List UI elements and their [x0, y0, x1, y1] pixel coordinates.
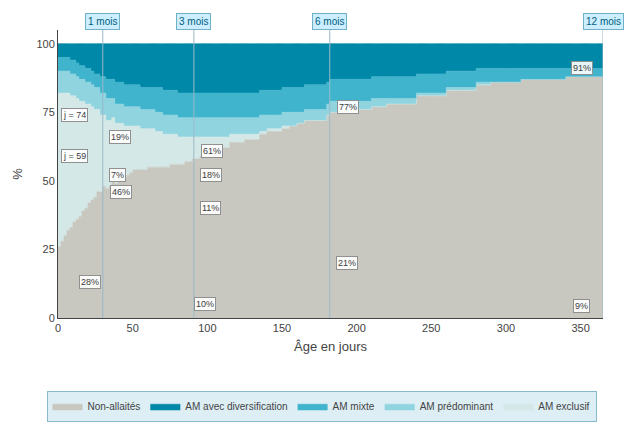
- svg-text:50: 50: [127, 322, 139, 334]
- svg-text:200: 200: [347, 322, 365, 334]
- svg-text:0: 0: [55, 322, 61, 334]
- svg-text:10%: 10%: [196, 299, 214, 309]
- svg-text:AM exclusif: AM exclusif: [538, 401, 589, 412]
- svg-text:j = 59: j = 59: [63, 151, 86, 161]
- svg-text:300: 300: [497, 322, 515, 334]
- svg-text:1 mois: 1 mois: [88, 16, 117, 27]
- svg-text:Âge en jours: Âge en jours: [294, 339, 367, 354]
- svg-text:46%: 46%: [112, 187, 130, 197]
- svg-text:25: 25: [43, 243, 55, 255]
- svg-text:12 mois: 12 mois: [586, 16, 621, 27]
- svg-text:11%: 11%: [202, 203, 219, 213]
- svg-text:AM prédominant: AM prédominant: [420, 401, 494, 412]
- svg-text:61%: 61%: [203, 146, 221, 156]
- svg-text:150: 150: [273, 322, 291, 334]
- svg-text:6 mois: 6 mois: [315, 16, 344, 27]
- svg-text:77%: 77%: [339, 102, 357, 112]
- svg-text:7%: 7%: [111, 170, 124, 180]
- svg-text:100: 100: [36, 38, 54, 50]
- svg-text:250: 250: [422, 322, 440, 334]
- svg-text:3 mois: 3 mois: [179, 16, 208, 27]
- svg-text:9%: 9%: [575, 301, 588, 311]
- svg-text:AM avec diversification: AM avec diversification: [185, 401, 287, 412]
- svg-text:19%: 19%: [111, 132, 129, 142]
- svg-text:50: 50: [43, 175, 55, 187]
- svg-text:350: 350: [571, 322, 589, 334]
- svg-text:75: 75: [43, 106, 55, 118]
- svg-text:%: %: [10, 168, 25, 180]
- svg-text:j = 74: j = 74: [63, 110, 86, 120]
- svg-text:91%: 91%: [573, 63, 591, 73]
- svg-text:Non-allaités: Non-allaités: [88, 401, 141, 412]
- svg-text:28%: 28%: [81, 277, 99, 287]
- svg-text:100: 100: [198, 322, 216, 334]
- svg-text:21%: 21%: [338, 258, 356, 268]
- svg-text:0: 0: [49, 312, 55, 324]
- svg-text:18%: 18%: [202, 170, 220, 180]
- svg-text:AM mixte: AM mixte: [333, 401, 375, 412]
